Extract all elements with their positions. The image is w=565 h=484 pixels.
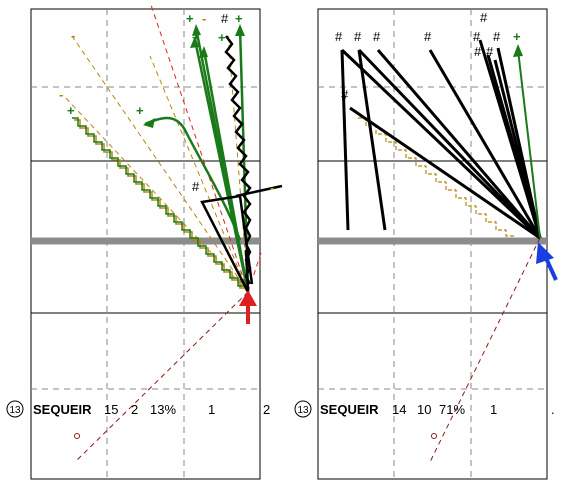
player-name: SEQUEIR xyxy=(33,402,92,417)
stat-v3: 1 xyxy=(208,402,215,417)
stat-v3: 1 xyxy=(490,402,497,417)
marker-plus: + xyxy=(235,11,243,26)
marker-hash: # xyxy=(335,29,343,44)
marker-plus: + xyxy=(192,30,200,45)
marker-plus: + xyxy=(186,11,194,26)
marker-plus: + xyxy=(136,103,144,118)
stat-v1: 14 xyxy=(392,402,406,417)
origin-marker xyxy=(432,434,437,439)
marker-hash: # xyxy=(486,44,494,59)
marker-plus: + xyxy=(513,29,521,44)
stat-pct: 13% xyxy=(150,402,176,417)
stat-v4: . xyxy=(551,402,555,417)
dark-red-dashed-ray xyxy=(75,292,248,462)
stepped-orange-line xyxy=(358,118,516,236)
player-name: SEQUEIR xyxy=(320,402,379,417)
marker-hash: # xyxy=(474,44,482,59)
dark-red-dashed-ray xyxy=(430,238,540,462)
stat-v2: 10 xyxy=(417,402,431,417)
stat-v2: 2 xyxy=(131,402,138,417)
marker-hash: # xyxy=(493,29,501,44)
stat-v4: 2 xyxy=(263,402,270,417)
marker-minus: - xyxy=(71,28,75,43)
marker-hash: # xyxy=(424,29,432,44)
green-pass-arrows xyxy=(145,28,248,292)
marker-minus: - xyxy=(59,87,63,102)
green-arrowhead xyxy=(513,44,523,57)
origin-marker xyxy=(75,434,80,439)
black-pass-lines xyxy=(342,40,540,238)
marker-minus: - xyxy=(202,11,206,26)
left-footer: 13 SEQUEIR 15 2 13% 1 2 xyxy=(7,401,270,417)
red-arrow-icon xyxy=(239,290,257,324)
marker-plus: + xyxy=(218,30,226,45)
stat-pct: 71% xyxy=(439,402,465,417)
right-footer: 13 SEQUEIR 14 10 71% 1 . xyxy=(295,401,555,417)
marker-minus: - xyxy=(270,180,274,195)
marker-hash: # xyxy=(221,11,229,26)
green-pass-arrow xyxy=(518,50,540,238)
rank-number: 13 xyxy=(9,405,21,416)
marker-hash: # xyxy=(480,10,488,25)
marker-hash: # xyxy=(373,29,381,44)
rank-number: 13 xyxy=(297,405,309,416)
marker-hash: # xyxy=(192,179,200,194)
blue-arrow-icon xyxy=(536,242,556,280)
marker-hash: # xyxy=(354,29,362,44)
marker-hash: # xyxy=(473,29,481,44)
marker-plus: + xyxy=(67,103,75,118)
stat-v1: 15 xyxy=(104,402,118,417)
marker-hash: # xyxy=(341,87,349,102)
